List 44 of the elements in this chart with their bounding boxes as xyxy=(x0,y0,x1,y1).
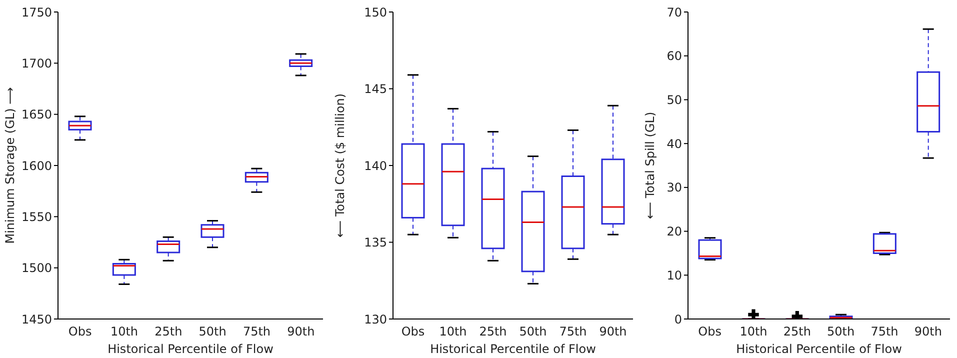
x-axis-title: Historical Percentile of Flow xyxy=(108,342,274,356)
x-tick-label: 25th xyxy=(479,324,507,339)
x-tick-label: Obs xyxy=(68,324,92,339)
y-tick-label: 1700 xyxy=(21,56,52,70)
y-tick-label: 50 xyxy=(666,92,682,107)
x-tick-label: 10th xyxy=(740,324,768,339)
y-tick-label: 30 xyxy=(666,180,682,195)
x-tick-label: 50th xyxy=(519,324,547,339)
x-tick-label: 75th xyxy=(559,324,587,339)
y-tick-label: 1600 xyxy=(21,158,52,173)
y-axis-title: ⟵ Total Spill (GL) xyxy=(643,112,657,220)
x-axis-title: Historical Percentile of Flow xyxy=(736,342,902,356)
y-tick-label: 40 xyxy=(666,136,682,151)
x-tick-label: 90th xyxy=(287,324,315,339)
y-tick-label: 145 xyxy=(364,82,387,96)
y-axis-title: ⟵ Total Cost ($ million) xyxy=(333,93,347,238)
x-tick-label: 75th xyxy=(242,324,271,339)
y-tick-label: 20 xyxy=(666,224,682,239)
x-tick-label: Obs xyxy=(698,324,722,339)
y-tick-label: 0 xyxy=(674,312,682,326)
x-tick-label: 90th xyxy=(599,324,627,339)
x-tick-label: 25th xyxy=(783,324,811,339)
y-tick-label: 130 xyxy=(364,312,387,326)
y-axis-title: Minimum Storage (GL) ⟶ xyxy=(3,87,17,244)
y-tick-label: 10 xyxy=(666,268,682,282)
y-tick-label: 1500 xyxy=(21,261,52,276)
y-tick-label: 1650 xyxy=(21,108,52,122)
x-tick-label: Obs xyxy=(401,324,425,339)
y-tick-label: 140 xyxy=(364,158,387,173)
x-tick-label: 10th xyxy=(110,324,138,339)
x-axis-title: Historical Percentile of Flow xyxy=(430,342,596,356)
y-tick-label: 60 xyxy=(666,49,682,64)
x-tick-label: 25th xyxy=(154,324,182,339)
x-tick-label: 10th xyxy=(439,324,467,339)
x-tick-label: 90th xyxy=(914,324,942,339)
y-tick-label: 1450 xyxy=(21,312,52,326)
x-tick-label: 75th xyxy=(870,324,898,339)
y-tick-label: 1550 xyxy=(21,210,52,224)
y-tick-label: 70 xyxy=(666,5,682,20)
x-tick-label: 50th xyxy=(198,324,226,339)
y-tick-label: 1750 xyxy=(21,5,52,20)
x-tick-label: 50th xyxy=(827,324,855,339)
y-tick-label: 135 xyxy=(364,236,387,250)
y-tick-label: 150 xyxy=(364,5,387,20)
